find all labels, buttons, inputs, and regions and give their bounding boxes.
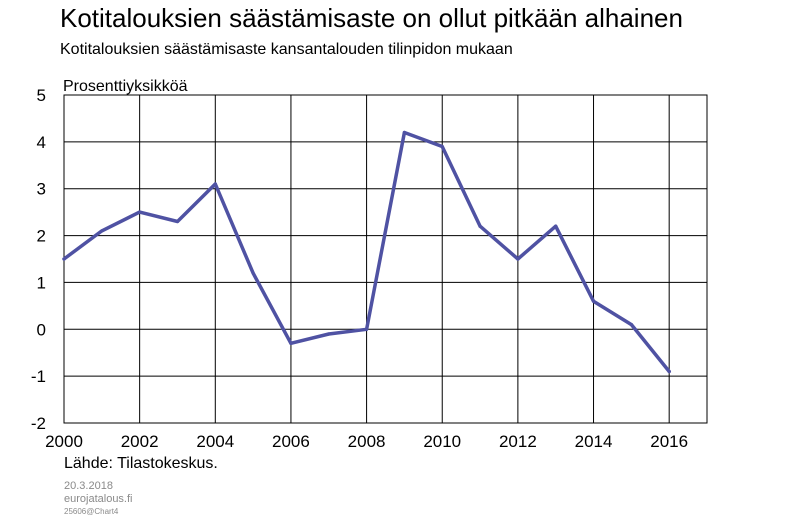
plot-frame (63, 94, 708, 424)
data-point (62, 257, 66, 261)
y-axis-label: Prosenttiyksikköä (63, 78, 188, 95)
y-tick-label: 3 (37, 180, 46, 199)
x-axis: 2000 2002 2004 2006 2008 2010 2012 2014 2016 (45, 432, 688, 451)
y-tick-label: 4 (37, 133, 46, 152)
data-point (175, 219, 180, 224)
y-axis: 5 4 3 2 1 0 -1 -2 (31, 86, 46, 433)
x-tick-label: 2000 (45, 432, 83, 451)
x-tick-label: 2006 (272, 432, 310, 451)
y-tick-label: -2 (31, 414, 46, 433)
data-point (100, 229, 104, 233)
data-point (289, 341, 293, 345)
data-point (478, 224, 482, 228)
y-tick-label: 5 (37, 86, 46, 105)
x-tick-label: 2012 (499, 432, 537, 451)
gridlines (64, 95, 707, 423)
x-tick-label: 2004 (196, 432, 234, 451)
data-point (364, 327, 369, 331)
y-tick-label: 0 (37, 320, 46, 339)
data-point (138, 210, 142, 214)
data-point (629, 323, 633, 327)
data-point (213, 182, 217, 186)
y-tick-label: -1 (31, 367, 46, 386)
chart-subtitle: Kotitalouksien säästämisaste kansantalou… (60, 41, 513, 58)
data-point (402, 130, 407, 135)
data-point (554, 224, 558, 228)
x-tick-label: 2002 (121, 432, 159, 451)
series-layer (62, 130, 671, 374)
data-point (327, 332, 331, 336)
data-point (667, 369, 671, 374)
x-tick-label: 2014 (575, 432, 613, 451)
publish-date: 20.3.2018 (64, 480, 113, 492)
x-tick-label: 2008 (348, 432, 386, 451)
site-name: eurojatalous.fi (64, 493, 133, 505)
data-point (591, 299, 596, 303)
x-tick-label: 2016 (650, 432, 688, 451)
chart-title: Kotitalouksien säästämisaste on ollut pi… (60, 3, 683, 33)
y-tick-label: 1 (37, 273, 46, 292)
data-point (516, 257, 520, 261)
source-note: Lähde: Tilastokeskus. (64, 455, 218, 472)
y-tick-label: 2 (37, 227, 46, 246)
data-point (251, 271, 255, 275)
chart-code: 25606@Chart4 (64, 507, 119, 516)
x-tick-label: 2010 (423, 432, 461, 451)
data-point (440, 144, 444, 149)
